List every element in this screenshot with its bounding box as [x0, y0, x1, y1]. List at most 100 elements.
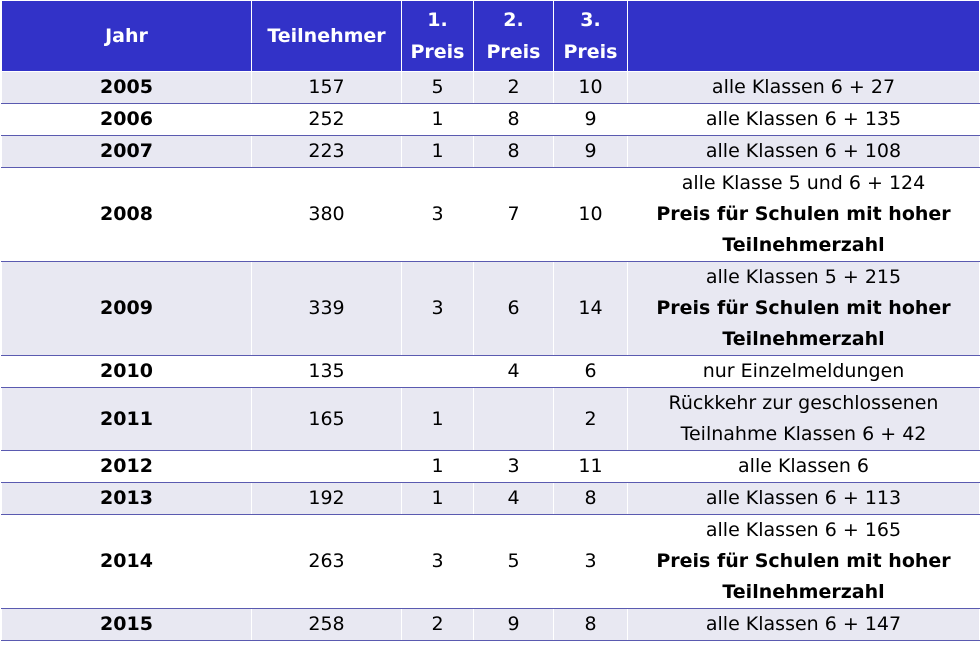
header-prize3-line1: 3.	[580, 9, 601, 31]
prize1-cell: 3	[401, 514, 474, 609]
participants-cell: 252	[251, 103, 402, 136]
prize3-cell: 10	[553, 71, 628, 104]
note-line: alle Klassen 6 + 165	[705, 519, 902, 541]
prize2-cell: 2	[473, 71, 554, 104]
note-cell: alle Klassen 6 + 135	[627, 103, 980, 136]
note-bold-line: Preis für Schulen mit hoher	[656, 297, 951, 319]
prize3-cell: 8	[553, 482, 628, 515]
year-cell: 2005	[1, 71, 252, 104]
year-cell: 2010	[1, 355, 252, 388]
prize3-cell: 9	[553, 103, 628, 136]
note-bold-line: Preis für Schulen mit hoher	[656, 203, 951, 225]
prize2-cell: 4	[473, 482, 554, 515]
year-cell: 2009	[1, 261, 252, 356]
note-bold-line: Teilnehmerzahl	[722, 234, 885, 256]
note-line: alle Klasse 5 und 6 + 124	[681, 172, 926, 194]
prize3-cell: 10	[553, 167, 628, 262]
prize1-cell: 3	[401, 167, 474, 262]
participants-cell: 192	[251, 482, 402, 515]
note-cell: nur Einzelmeldungen	[627, 355, 980, 388]
prize3-cell: 14	[553, 261, 628, 356]
note-line: alle Klassen 5 + 215	[705, 266, 902, 288]
prize1-cell: 1	[401, 103, 474, 136]
year-cell: 2007	[1, 135, 252, 168]
participants-cell: 263	[251, 514, 402, 609]
table-row: 2009 339 3 6 14 alle Klassen 5 + 215 Preis für…	[1, 261, 980, 356]
participants-cell: 165	[251, 387, 402, 451]
note-cell: Rückkehr zur geschlossenen Teilnahme Klas…	[627, 387, 980, 451]
prize3-cell: 2	[553, 387, 628, 451]
prize2-cell: 5	[473, 514, 554, 609]
participants-cell: 380	[251, 167, 402, 262]
note-line: alle Klassen 6 + 108	[705, 140, 902, 162]
header-prize3-line2: Preis	[563, 41, 618, 63]
note-bold-line: Teilnehmerzahl	[722, 328, 885, 350]
note-cell: alle Klassen 6 + 108	[627, 135, 980, 168]
header-participants: Teilnehmer	[251, 0, 402, 72]
year-cell: 2011	[1, 387, 252, 451]
note-bold-line: Preis für Schulen mit hoher	[656, 550, 951, 572]
prize3-cell: 11	[553, 450, 628, 483]
table-row: 2012 1 3 11 alle Klassen 6	[1, 450, 980, 483]
prize1-cell: 3	[401, 261, 474, 356]
year-cell: 2013	[1, 482, 252, 515]
prize1-cell: 2	[401, 608, 474, 641]
prize3-cell: 9	[553, 135, 628, 168]
note-cell: alle Klassen 5 + 215 Preis für Schulen mi…	[627, 261, 980, 356]
participants-cell: 135	[251, 355, 402, 388]
prize2-cell: 9	[473, 608, 554, 641]
header-prize3: 3. Preis	[553, 0, 628, 72]
note-line: alle Klassen 6 + 147	[705, 613, 902, 635]
header-note	[627, 0, 980, 72]
prize2-cell: 7	[473, 167, 554, 262]
note-line: alle Klassen 6 + 27	[711, 76, 896, 98]
participants-cell: 339	[251, 261, 402, 356]
results-table: Jahr Teilnehmer 1. Preis 2. Preis 3. Pre…	[1, 0, 980, 641]
year-cell: 2014	[1, 514, 252, 609]
note-cell: alle Klassen 6 + 165 Preis für Schulen mi…	[627, 514, 980, 609]
participants-cell: 223	[251, 135, 402, 168]
table-row: 2007 223 1 8 9 alle Klassen 6 + 108	[1, 135, 980, 168]
table-row: 2015 258 2 9 8 alle Klassen 6 + 147	[1, 608, 980, 641]
prize1-cell: 5	[401, 71, 474, 104]
table-row: 2006 252 1 8 9 alle Klassen 6 + 135	[1, 103, 980, 136]
prize2-cell: 6	[473, 261, 554, 356]
note-line: alle Klassen 6 + 113	[705, 487, 902, 509]
table-row: 2013 192 1 4 8 alle Klassen 6 + 113	[1, 482, 980, 515]
prize2-cell: 4	[473, 355, 554, 388]
table-row: 2014 263 3 5 3 alle Klassen 6 + 165 Preis für …	[1, 514, 980, 609]
header-prize2: 2. Preis	[473, 0, 554, 72]
participants-cell: 157	[251, 71, 402, 104]
prize1-cell: 1	[401, 135, 474, 168]
year-cell: 2015	[1, 608, 252, 641]
prize2-cell	[473, 387, 554, 451]
header-row: Jahr Teilnehmer 1. Preis 2. Preis 3. Pre…	[1, 0, 980, 72]
note-bold-line: Teilnehmerzahl	[722, 581, 885, 603]
note-line: Teilnahme Klassen 6 + 42	[680, 423, 927, 445]
note-line: Rückkehr zur geschlossenen	[668, 392, 939, 414]
note-cell: alle Klassen 6	[627, 450, 980, 483]
note-line: nur Einzelmeldungen	[702, 360, 905, 382]
note-line: alle Klassen 6	[738, 455, 869, 477]
year-cell: 2012	[1, 450, 252, 483]
year-cell: 2006	[1, 103, 252, 136]
prize1-cell: 1	[401, 482, 474, 515]
note-cell: alle Klassen 6 + 113	[627, 482, 980, 515]
prize3-cell: 6	[553, 355, 628, 388]
header-prize1: 1. Preis	[401, 0, 474, 72]
year-cell: 2008	[1, 167, 252, 262]
table-body: 2005 157 5 2 10 alle Klassen 6 + 27 2006 252 1 8 9…	[1, 71, 980, 641]
prize1-cell: 1	[401, 387, 474, 451]
header-prize1-line2: Preis	[410, 41, 465, 63]
header-prize1-line1: 1.	[427, 9, 448, 31]
prize3-cell: 8	[553, 608, 628, 641]
header-year: Jahr	[1, 0, 252, 72]
table-row: 2010 135 4 6 nur Einzelmeldungen	[1, 355, 980, 388]
header-prize2-line2: Preis	[486, 41, 541, 63]
participants-cell	[251, 450, 402, 483]
table-row: 2008 380 3 7 10 alle Klasse 5 und 6 + 124 Prei…	[1, 167, 980, 262]
prize2-cell: 8	[473, 135, 554, 168]
note-line: alle Klassen 6 + 135	[705, 108, 902, 130]
prize3-cell: 3	[553, 514, 628, 609]
prize2-cell: 8	[473, 103, 554, 136]
